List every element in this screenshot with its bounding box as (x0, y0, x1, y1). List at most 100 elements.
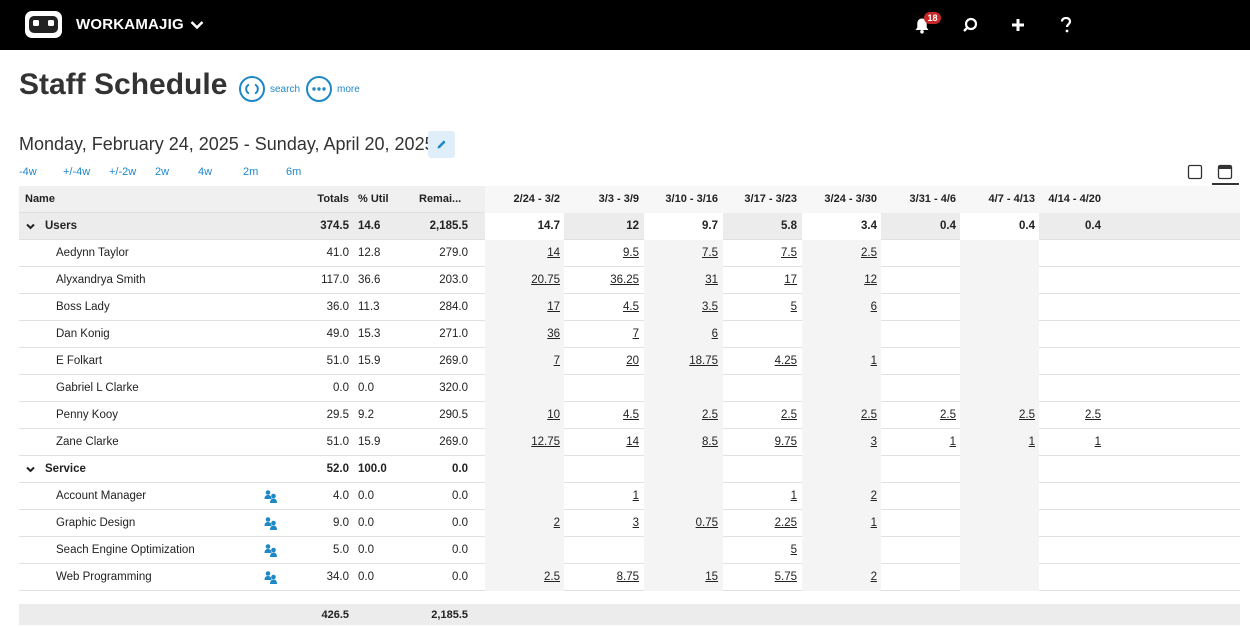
week-hours-cell[interactable]: 2.5 (1019, 409, 1035, 421)
week-hours-cell[interactable]: 31 (705, 274, 718, 286)
week-hours-cell[interactable]: 20.75 (531, 274, 560, 286)
week-hours-cell[interactable]: 1 (632, 490, 639, 502)
week-hours-cell[interactable]: 2 (553, 517, 560, 529)
week-hours-cell[interactable]: 2.5 (1085, 409, 1101, 421)
table-row: Account Manager 4.0 0.0 0.0 1 1 2 (19, 483, 1240, 510)
help-button[interactable] (1055, 14, 1077, 36)
week-hours-cell[interactable]: 5 (790, 301, 797, 313)
week-column-header[interactable]: 3/31 - 4/6 (909, 193, 956, 205)
week-hours-cell[interactable]: 15 (705, 571, 718, 583)
edit-date-range-button[interactable] (428, 131, 455, 158)
add-new-button[interactable] (1007, 14, 1029, 36)
week-hours-cell[interactable]: 7 (632, 328, 639, 340)
week-column-header[interactable]: 4/7 - 4/13 (988, 193, 1035, 205)
week-hours-cell[interactable]: 14 (547, 247, 560, 259)
week-hours-cell[interactable]: 5.75 (774, 571, 797, 583)
week-hours-cell[interactable]: 8.75 (616, 571, 639, 583)
week-column-header[interactable]: 3/24 - 3/30 (824, 193, 877, 205)
week-column-header[interactable]: 3/3 - 3/9 (598, 193, 639, 205)
col-name-header[interactable]: Name (25, 193, 55, 205)
week-hours-cell[interactable]: 1 (870, 355, 877, 367)
week-hours-cell[interactable]: 2 (870, 490, 877, 502)
week-hours-cell[interactable]: 4.25 (774, 355, 797, 367)
week-hours-cell[interactable]: 7.5 (781, 247, 797, 259)
table-header: Name Totals % Util Remai... 2/24 - 3/2 3/3 - … (19, 186, 1240, 213)
week-hours-cell[interactable]: 14 (626, 436, 639, 448)
week-hours-cell[interactable]: 7.5 (702, 247, 718, 259)
week-hours-cell[interactable]: 2 (870, 571, 877, 583)
week-hours-cell[interactable]: 2.5 (781, 409, 797, 421)
chevron-down-icon[interactable] (26, 223, 35, 230)
week-hours-cell[interactable]: 1 (1094, 436, 1101, 448)
team-icon[interactable] (264, 543, 278, 558)
expand-view-icon[interactable] (1217, 164, 1233, 180)
row-name: E Folkart (56, 355, 103, 367)
week-hours-cell[interactable]: 17 (784, 274, 797, 286)
week-hours-cell[interactable]: 0.75 (695, 517, 718, 529)
team-icon[interactable] (264, 489, 278, 504)
week-hours-cell[interactable]: 2.25 (774, 517, 797, 529)
week-hours-cell[interactable]: 2.5 (702, 409, 718, 421)
week-hours-cell[interactable]: 2.5 (861, 409, 877, 421)
week-hours-cell[interactable]: 2.5 (544, 571, 560, 583)
week-hours-cell[interactable]: 6 (870, 301, 877, 313)
week-hours-cell[interactable]: 1 (1028, 436, 1035, 448)
group-row-users[interactable]: Users 374.5 14.6 2,185.5 14.7 12 9.7 5.8 3.4 0.4 0… (19, 213, 1240, 240)
workamajig-logo-icon[interactable] (24, 10, 63, 39)
week-hours-cell[interactable]: 36.25 (610, 274, 639, 286)
week-hours-cell[interactable]: 5 (790, 544, 797, 556)
week-hours-cell[interactable]: 20 (626, 355, 639, 367)
week-hours-cell (490, 483, 560, 510)
week-hours-cell[interactable]: 3.5 (702, 301, 718, 313)
week-hours-cell[interactable]: 18.75 (689, 355, 718, 367)
range-button-plus-minus-4w[interactable]: +/-4w (63, 166, 91, 178)
week-column-header[interactable]: 3/17 - 3/23 (744, 193, 797, 205)
col-remaining-header[interactable]: Remai... (419, 193, 462, 205)
week-column-header[interactable]: 4/14 - 4/20 (1048, 193, 1101, 205)
header-week-bg (485, 186, 1240, 213)
chevron-down-icon[interactable] (26, 466, 35, 473)
collapse-view-icon[interactable] (1187, 164, 1203, 180)
row-totals: 9.0 (333, 517, 349, 529)
week-hours-cell[interactable]: 10 (547, 409, 560, 421)
week-column-header[interactable]: 3/10 - 3/16 (665, 193, 718, 205)
app-switcher[interactable]: WORKAMAJIG (76, 16, 204, 33)
week-hours-cell (965, 537, 1035, 564)
week-hours-cell[interactable]: 3 (870, 436, 877, 448)
team-icon[interactable] (264, 516, 278, 531)
range-button-plus-minus-2w[interactable]: +/-2w (109, 166, 137, 178)
week-hours-cell[interactable]: 8.5 (702, 436, 718, 448)
week-hours-cell[interactable]: 3 (632, 517, 639, 529)
week-hours-cell[interactable]: 2.5 (861, 247, 877, 259)
range-button-6m[interactable]: 6m (286, 166, 302, 178)
week-hours-cell[interactable]: 7 (553, 355, 560, 367)
week-hours-cell[interactable]: 1 (790, 490, 797, 502)
week-hours-cell[interactable]: 4.5 (623, 301, 639, 313)
week-hours-cell[interactable]: 4.5 (623, 409, 639, 421)
week-hours-cell[interactable]: 12 (864, 274, 877, 286)
week-hours-cell[interactable]: 1 (870, 517, 877, 529)
week-hours-cell[interactable]: 17 (547, 301, 560, 313)
week-hours-cell[interactable]: 36 (547, 328, 560, 340)
row-util: 11.3 (358, 301, 380, 313)
week-hours-cell[interactable]: 1 (949, 436, 956, 448)
search-action[interactable]: search (239, 76, 300, 102)
range-button-minus-4w[interactable]: -4w (19, 166, 37, 178)
week-hours-cell[interactable]: 9.75 (774, 436, 797, 448)
week-column-header[interactable]: 2/24 - 3/2 (513, 193, 560, 205)
week-hours-cell[interactable]: 9.5 (623, 247, 639, 259)
range-button-2m[interactable]: 2m (243, 166, 259, 178)
week-hours-cell[interactable]: 2.5 (940, 409, 956, 421)
range-button-2w[interactable]: 2w (155, 166, 170, 178)
group-row-service[interactable]: Service 52.0 100.0 0.0 (19, 456, 1240, 483)
global-search-button[interactable] (959, 14, 981, 36)
col-totals-header[interactable]: Totals (317, 193, 349, 205)
week-hours-cell[interactable]: 6 (711, 328, 718, 340)
range-button-4w[interactable]: 4w (198, 166, 213, 178)
team-icon[interactable] (264, 570, 278, 585)
more-action[interactable]: more (306, 76, 360, 102)
week-hours-cell[interactable]: 12.75 (531, 436, 560, 448)
table-row: Penny Kooy 29.5 9.2 290.5 10 4.5 2.5 2.5 2.5 2.5 2… (19, 402, 1240, 429)
col-util-header[interactable]: % Util (358, 193, 389, 205)
row-remaining: 0.0 (452, 517, 468, 529)
